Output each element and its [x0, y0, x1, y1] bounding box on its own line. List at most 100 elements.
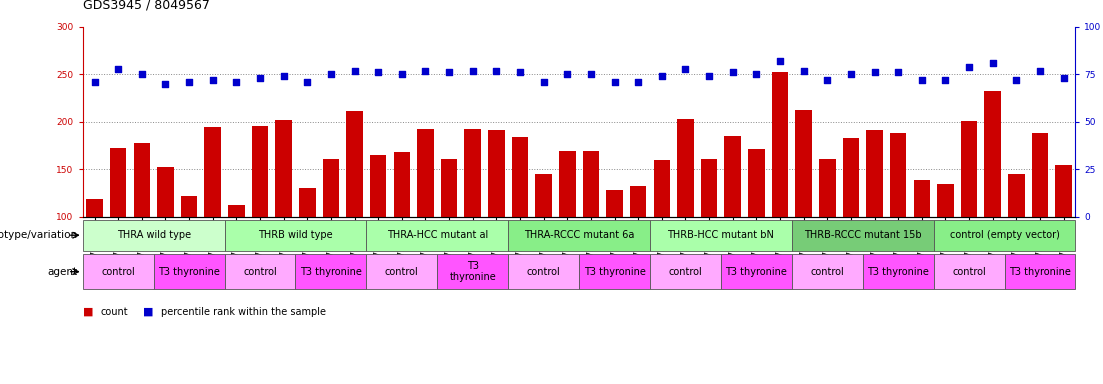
Bar	[133, 143, 150, 217]
Bar	[677, 119, 694, 217]
Text: control: control	[385, 266, 419, 277]
Text: THRA wild type: THRA wild type	[117, 230, 191, 240]
Bar	[961, 121, 977, 217]
Point	[724, 70, 741, 76]
Bar	[650, 220, 792, 251]
Point	[345, 68, 363, 74]
Text: THRB wild type: THRB wild type	[258, 230, 333, 240]
Point	[109, 66, 127, 72]
Bar	[181, 196, 197, 217]
Point	[417, 68, 435, 74]
Bar	[508, 220, 650, 251]
Bar	[488, 131, 504, 217]
Text: control: control	[101, 266, 135, 277]
Bar	[772, 73, 789, 217]
Point	[180, 79, 197, 85]
Point	[227, 79, 245, 85]
Bar	[863, 254, 933, 289]
Bar	[792, 254, 863, 289]
Point	[322, 71, 340, 78]
Bar	[225, 220, 366, 251]
Bar	[228, 205, 245, 217]
Point	[818, 77, 836, 83]
Text: T3 thyronine: T3 thyronine	[726, 266, 788, 277]
Text: T3 thyronine: T3 thyronine	[158, 266, 219, 277]
Text: control: control	[952, 266, 986, 277]
Point	[558, 71, 576, 78]
Point	[748, 71, 765, 78]
Text: THRB-HCC mutant bN: THRB-HCC mutant bN	[667, 230, 774, 240]
Bar	[984, 91, 1000, 217]
Point	[488, 68, 505, 74]
Bar	[225, 254, 296, 289]
Bar	[938, 184, 954, 217]
Text: THRA-RCCC mutant 6a: THRA-RCCC mutant 6a	[524, 230, 634, 240]
Bar	[866, 131, 882, 217]
Bar	[795, 109, 812, 217]
Bar	[1031, 133, 1048, 217]
Bar	[725, 136, 741, 217]
Bar	[370, 155, 386, 217]
Text: control: control	[668, 266, 703, 277]
Bar	[1008, 174, 1025, 217]
Bar	[417, 129, 433, 217]
Point	[795, 68, 813, 74]
Bar	[276, 120, 292, 217]
Point	[676, 66, 694, 72]
Point	[961, 64, 978, 70]
Bar	[721, 254, 792, 289]
Text: genotype/variation: genotype/variation	[0, 230, 77, 240]
Text: count: count	[100, 307, 128, 317]
Text: GDS3945 / 8049567: GDS3945 / 8049567	[83, 0, 210, 12]
Text: THRA-HCC mutant al: THRA-HCC mutant al	[387, 230, 488, 240]
Bar	[394, 152, 410, 217]
Point	[984, 60, 1002, 66]
Bar	[322, 159, 339, 217]
Text: agent: agent	[47, 266, 77, 277]
Point	[204, 77, 222, 83]
Point	[889, 70, 907, 76]
Point	[511, 70, 528, 76]
Point	[606, 79, 623, 85]
Bar	[157, 167, 173, 217]
Point	[299, 79, 317, 85]
Text: ■: ■	[83, 307, 94, 317]
Bar	[843, 138, 859, 217]
Bar	[204, 127, 221, 217]
Text: T3 thyronine: T3 thyronine	[1009, 266, 1071, 277]
Bar	[83, 220, 225, 251]
Text: T3
thyronine: T3 thyronine	[449, 261, 496, 283]
Bar	[700, 159, 717, 217]
Text: control: control	[243, 266, 277, 277]
Bar	[792, 220, 933, 251]
Point	[1031, 68, 1049, 74]
Bar	[579, 254, 650, 289]
Bar	[366, 254, 437, 289]
Text: control (empty vector): control (empty vector)	[950, 230, 1060, 240]
Point	[393, 71, 410, 78]
Bar	[437, 254, 508, 289]
Bar	[650, 254, 721, 289]
Point	[653, 73, 671, 79]
Bar	[1005, 254, 1075, 289]
Text: THRB-RCCC mutant 15b: THRB-RCCC mutant 15b	[804, 230, 921, 240]
Bar	[653, 160, 670, 217]
Point	[535, 79, 553, 85]
Point	[157, 81, 174, 87]
Text: control: control	[811, 266, 844, 277]
Bar	[818, 159, 835, 217]
Bar	[366, 220, 508, 251]
Bar	[512, 137, 528, 217]
Bar	[251, 126, 268, 217]
Bar	[933, 220, 1075, 251]
Point	[630, 79, 647, 85]
Bar	[110, 147, 127, 217]
Point	[275, 73, 292, 79]
Point	[700, 73, 718, 79]
Text: ■: ■	[143, 307, 154, 317]
Bar	[582, 151, 599, 217]
Bar	[86, 199, 103, 217]
Point	[866, 70, 884, 76]
Point	[440, 70, 458, 76]
Bar	[890, 133, 907, 217]
